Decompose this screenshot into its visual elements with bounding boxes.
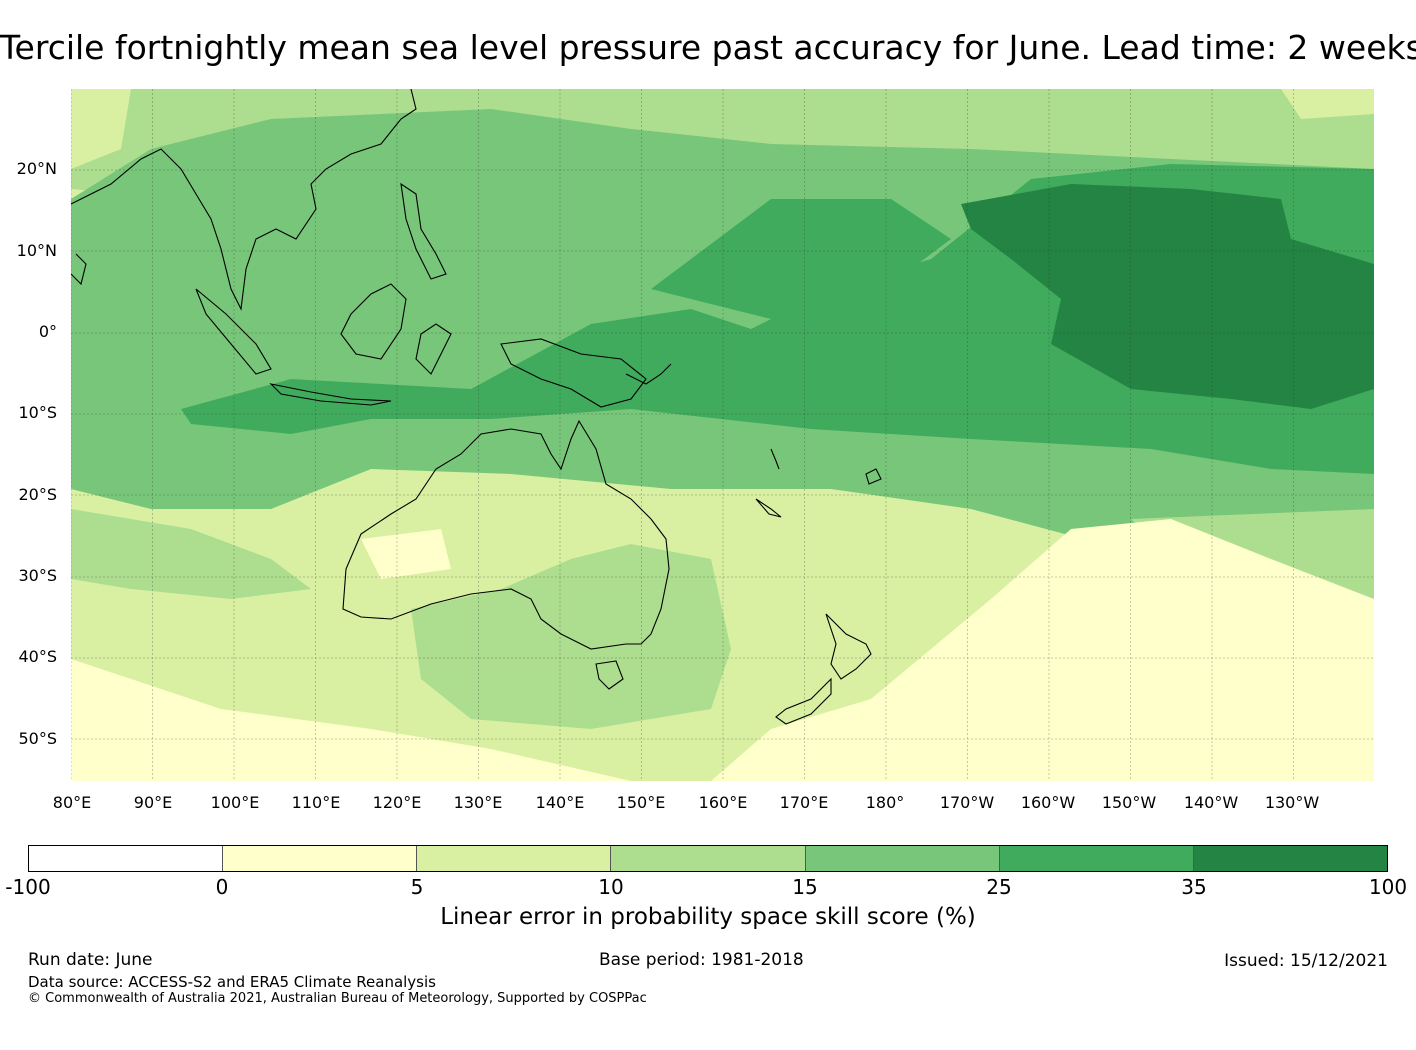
lon-label-130w: 130°W — [1264, 793, 1320, 812]
colorbar-tick: 15 — [792, 875, 818, 899]
new-caledonia-coastline — [755, 498, 782, 518]
lat-label-10n: 10°N — [16, 241, 57, 260]
lat-label-10s: 10°S — [18, 403, 57, 422]
map-canvas — [71, 89, 1374, 781]
skill-region-5-10-ne — [1281, 89, 1374, 119]
vanuatu-coastline — [770, 448, 780, 470]
colorbar-tick: 5 — [410, 875, 424, 899]
lat-label-0: 0° — [38, 322, 57, 341]
skill-region-35-100 — [961, 184, 1374, 409]
new-guinea-coastline — [500, 338, 647, 408]
lat-label-40s: 40°S — [18, 647, 57, 666]
lon-label-100e: 100°E — [210, 793, 260, 812]
java-coastline — [269, 383, 392, 406]
lon-label-90e: 90°E — [133, 793, 173, 812]
lon-label-160e: 160°E — [698, 793, 748, 812]
graticule — [71, 89, 1374, 781]
australia-coastline — [342, 419, 670, 650]
lon-label-150w: 150°W — [1101, 793, 1157, 812]
skill-region-0-5-inland — [361, 529, 451, 579]
skill-region-0-5-sw — [71, 659, 631, 781]
colorbar-segment — [1193, 846, 1387, 871]
borneo-coastline — [340, 283, 407, 360]
map-title: Tercile fortnightly mean sea level press… — [0, 28, 1416, 67]
base-period: Base period: 1981-2018 — [599, 950, 804, 970]
skill-region-10-15-south — [411, 544, 731, 729]
skill-region-5-10-nw — [71, 89, 131, 169]
colorbar-segment — [805, 846, 1000, 871]
colorbar-tick: 0 — [215, 875, 229, 899]
colorbar-tick: 25 — [986, 875, 1012, 899]
lat-label-20n: 20°N — [16, 159, 57, 178]
lon-label-180: 180° — [865, 793, 905, 812]
colorbar-tick: 10 — [598, 875, 624, 899]
colorbar-tick: -100 — [5, 875, 51, 899]
colorbar-tick: 35 — [1181, 875, 1207, 899]
lon-label-170w: 170°W — [939, 793, 995, 812]
data-source: Data source: ACCESS-S2 and ERA5 Climate … — [28, 973, 436, 991]
colorbar-segment — [29, 846, 224, 871]
colorbar-tick: 100 — [1368, 875, 1408, 899]
lon-label-170e: 170°E — [779, 793, 829, 812]
colorbar-segment — [223, 846, 418, 871]
lon-label-150e: 150°E — [616, 793, 666, 812]
lon-label-160w: 160°W — [1020, 793, 1076, 812]
lon-label-80e: 80°E — [52, 793, 92, 812]
copyright: © Commonwealth of Australia 2021, Austra… — [28, 991, 647, 1006]
skill-score-map — [71, 89, 1374, 781]
asia-mainland-coastline — [71, 89, 417, 311]
skill-region-10-15-sw — [71, 509, 311, 599]
sumatra-coastline — [195, 288, 272, 375]
sulawesi-coastline — [415, 323, 452, 375]
colorbar-segment — [999, 846, 1194, 871]
lat-label-20s: 20°S — [18, 485, 57, 504]
lat-label-50s: 50°S — [18, 729, 57, 748]
nz-south-island-coastline — [775, 677, 832, 725]
nz-north-island-coastline — [825, 613, 872, 680]
skill-region-25-35-west — [651, 199, 951, 319]
skill-region-0-5-se — [711, 519, 1374, 781]
issued-date: Issued: 15/12/2021 — [1224, 951, 1388, 971]
lon-label-120e: 120°E — [372, 793, 422, 812]
lon-label-130e: 130°E — [453, 793, 503, 812]
fiji-coastline — [865, 468, 882, 485]
philippines-coastline — [400, 182, 447, 280]
lat-label-30s: 30°S — [18, 566, 57, 585]
india-coastline — [71, 253, 87, 286]
lon-label-140w: 140°W — [1183, 793, 1239, 812]
solomon-coastline — [625, 363, 672, 385]
coastlines — [71, 89, 882, 725]
lon-label-140e: 140°E — [535, 793, 585, 812]
run-date: Run date: June — [28, 950, 153, 970]
colorbar-segment — [611, 846, 806, 871]
colorbar — [28, 845, 1388, 872]
lon-label-110e: 110°E — [291, 793, 341, 812]
colorbar-segment — [417, 846, 612, 871]
colorbar-label: Linear error in probability space skill … — [440, 904, 976, 930]
tasmania-coastline — [595, 660, 624, 690]
